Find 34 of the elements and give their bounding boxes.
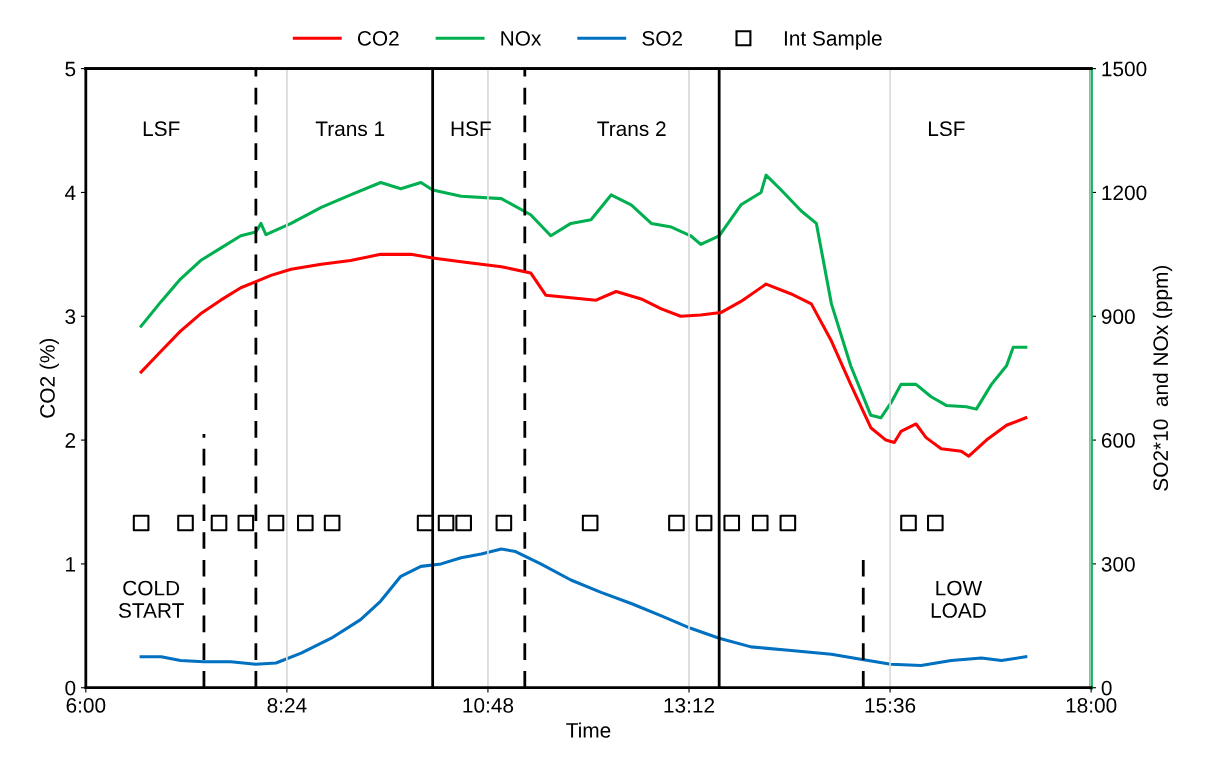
x-tick-label: 15:36 (865, 698, 916, 713)
x-tick-label: 13:12 (664, 698, 715, 713)
legend-label: Int Sample (784, 30, 882, 50)
annotation: LSF (928, 121, 965, 137)
annotation: Trans 1 (315, 121, 385, 137)
y-tick-label: 5 (65, 61, 76, 77)
y-tick-label: 3 (65, 309, 76, 325)
y2-tick-label: 0 (1101, 680, 1112, 696)
x-tick-label: 8:24 (267, 698, 307, 713)
legend-label: CO2 (357, 31, 399, 46)
y2-tick-label: 1200 (1102, 185, 1147, 201)
x-tick-label: 18:00 (1066, 698, 1117, 713)
x-tick-label: 6:00 (66, 698, 106, 713)
annotation: LOW LOAD (931, 580, 986, 618)
y2-tick-label: 1500 (1102, 61, 1147, 77)
line-series (139, 252, 1028, 458)
y-tick-label: 0 (65, 680, 76, 696)
y-tick-label: 4 (64, 185, 76, 200)
x-axis-title: Time (566, 722, 611, 738)
annotation: COLD START (118, 580, 184, 618)
annotation: Trans 2 (597, 121, 666, 137)
y-tick-label: 1 (66, 557, 76, 572)
annotation: HSF (451, 121, 491, 137)
legend-label: NOx (501, 31, 542, 46)
x-tick-label: 10:48 (463, 698, 514, 713)
y2-tick-label: 600 (1101, 433, 1135, 448)
annotation: LSF (143, 121, 180, 137)
y2-axis-title: SO2*10 and NOx (ppm) (1152, 265, 1173, 491)
y-tick-label: 2 (65, 433, 76, 448)
y2-tick-label: 900 (1101, 309, 1135, 325)
y2-tick-label: 300 (1101, 556, 1135, 572)
y-axis-title: CO2 (%) (39, 338, 59, 418)
legend-label: SO2 (642, 31, 682, 46)
line-series (139, 173, 1028, 420)
